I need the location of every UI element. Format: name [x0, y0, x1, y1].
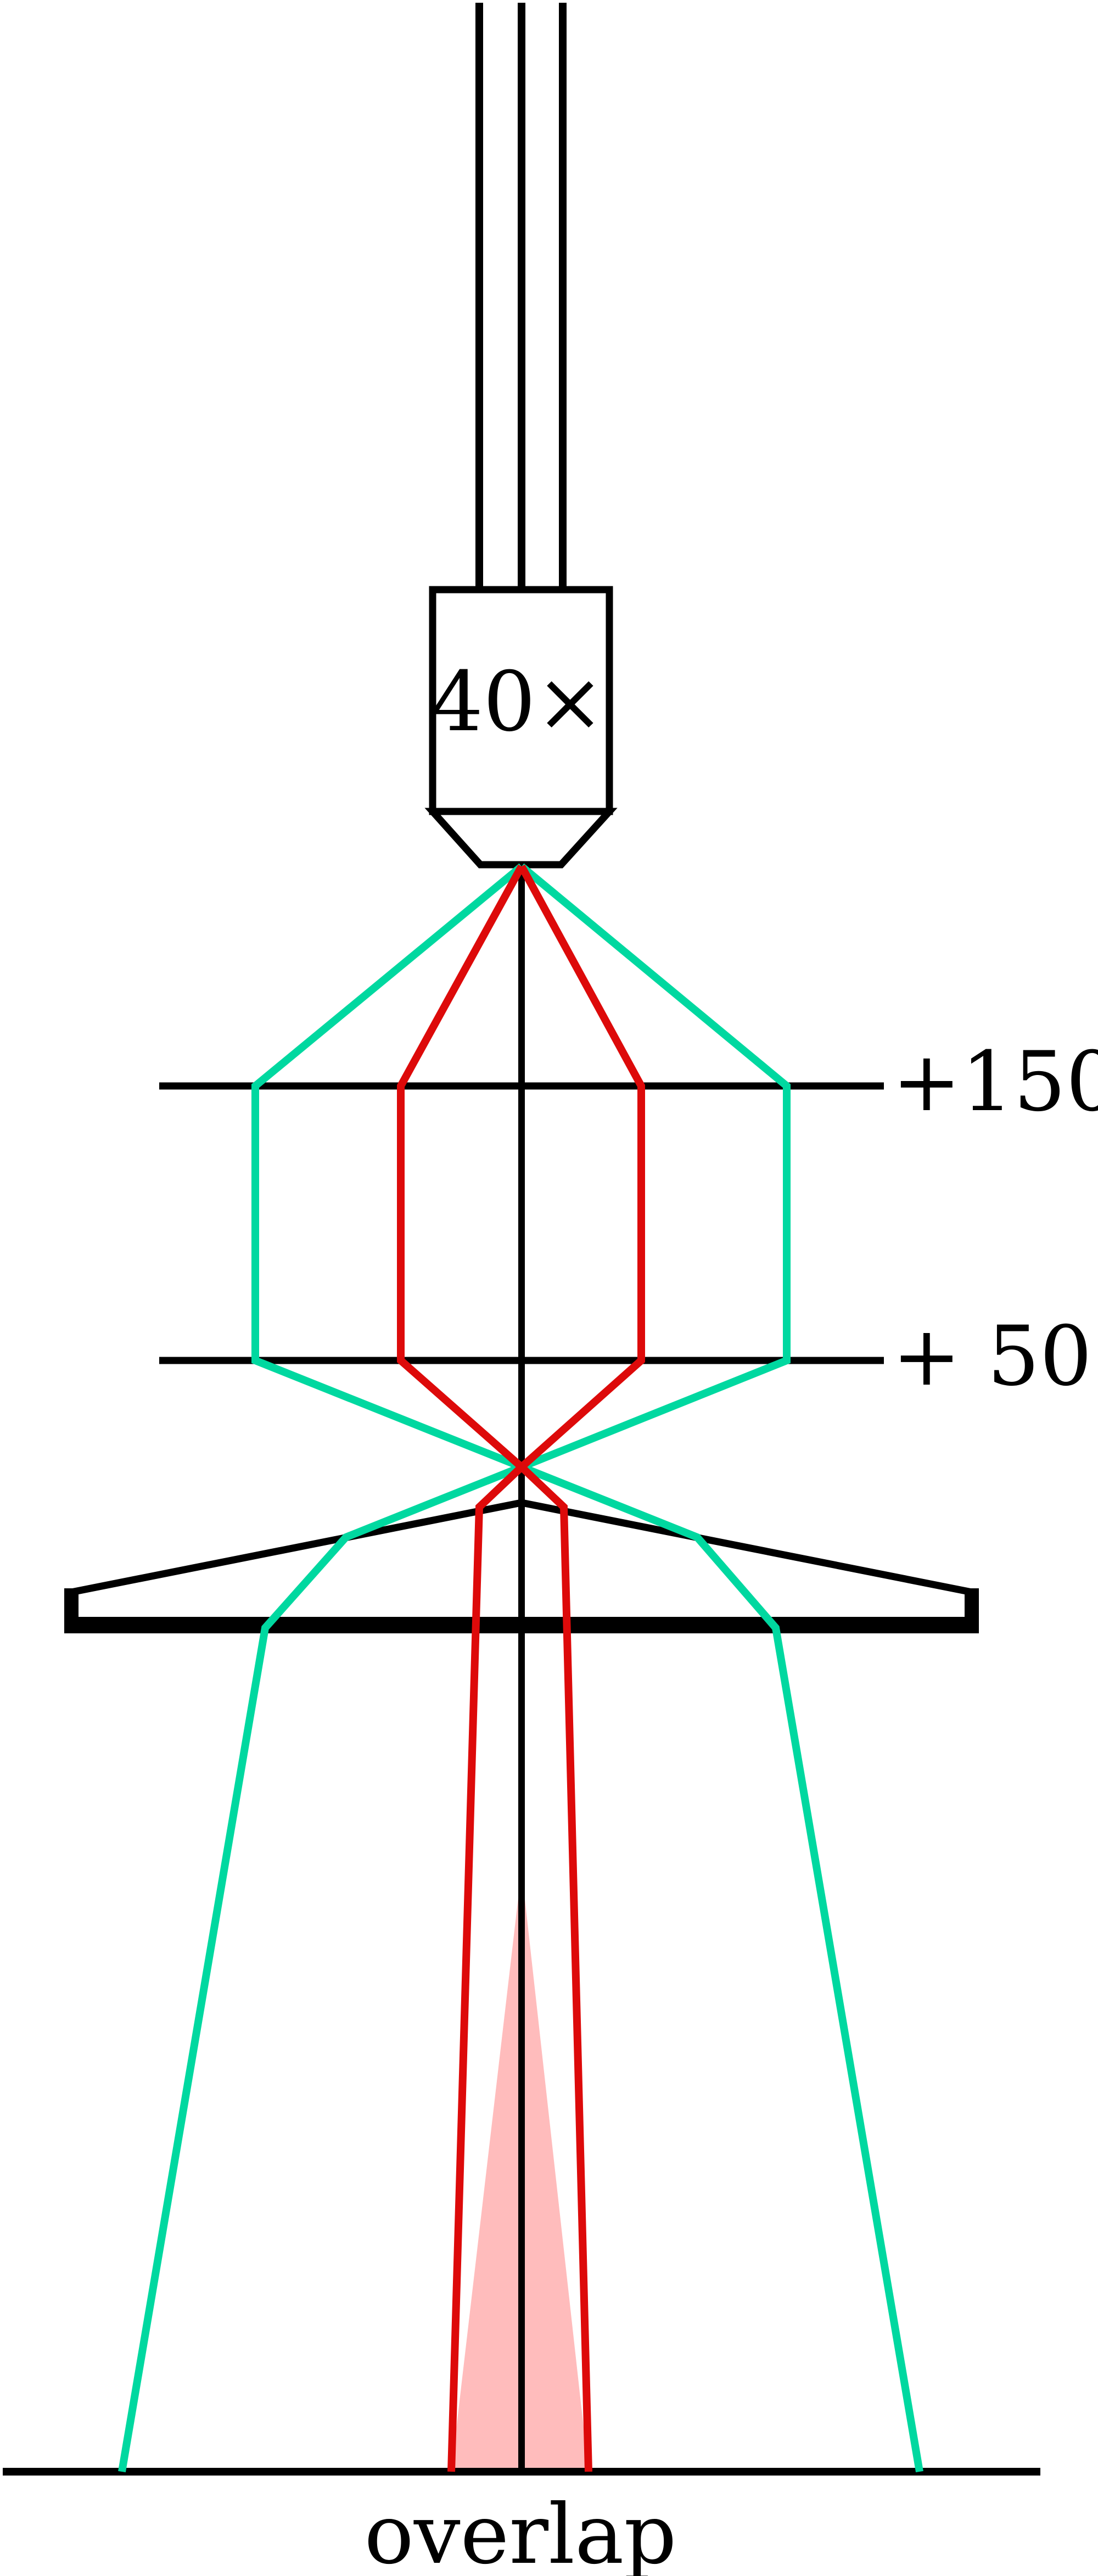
red-ray-left: [397, 864, 592, 2472]
input-beam: [475, 3, 567, 589]
red-ray-right: [447, 864, 645, 2472]
lens-label-50: + 50: [892, 1309, 1092, 1404]
overlap-label: overlap: [365, 2487, 677, 2576]
cover-slip: [70, 1499, 973, 1596]
objective-tip: [424, 808, 618, 869]
objective-label: 40×: [431, 654, 605, 750]
objective: [424, 586, 618, 869]
lens-label-150: +150: [892, 1034, 1098, 1130]
red-rays: [397, 864, 645, 2472]
sample-stage: [64, 1499, 979, 1633]
